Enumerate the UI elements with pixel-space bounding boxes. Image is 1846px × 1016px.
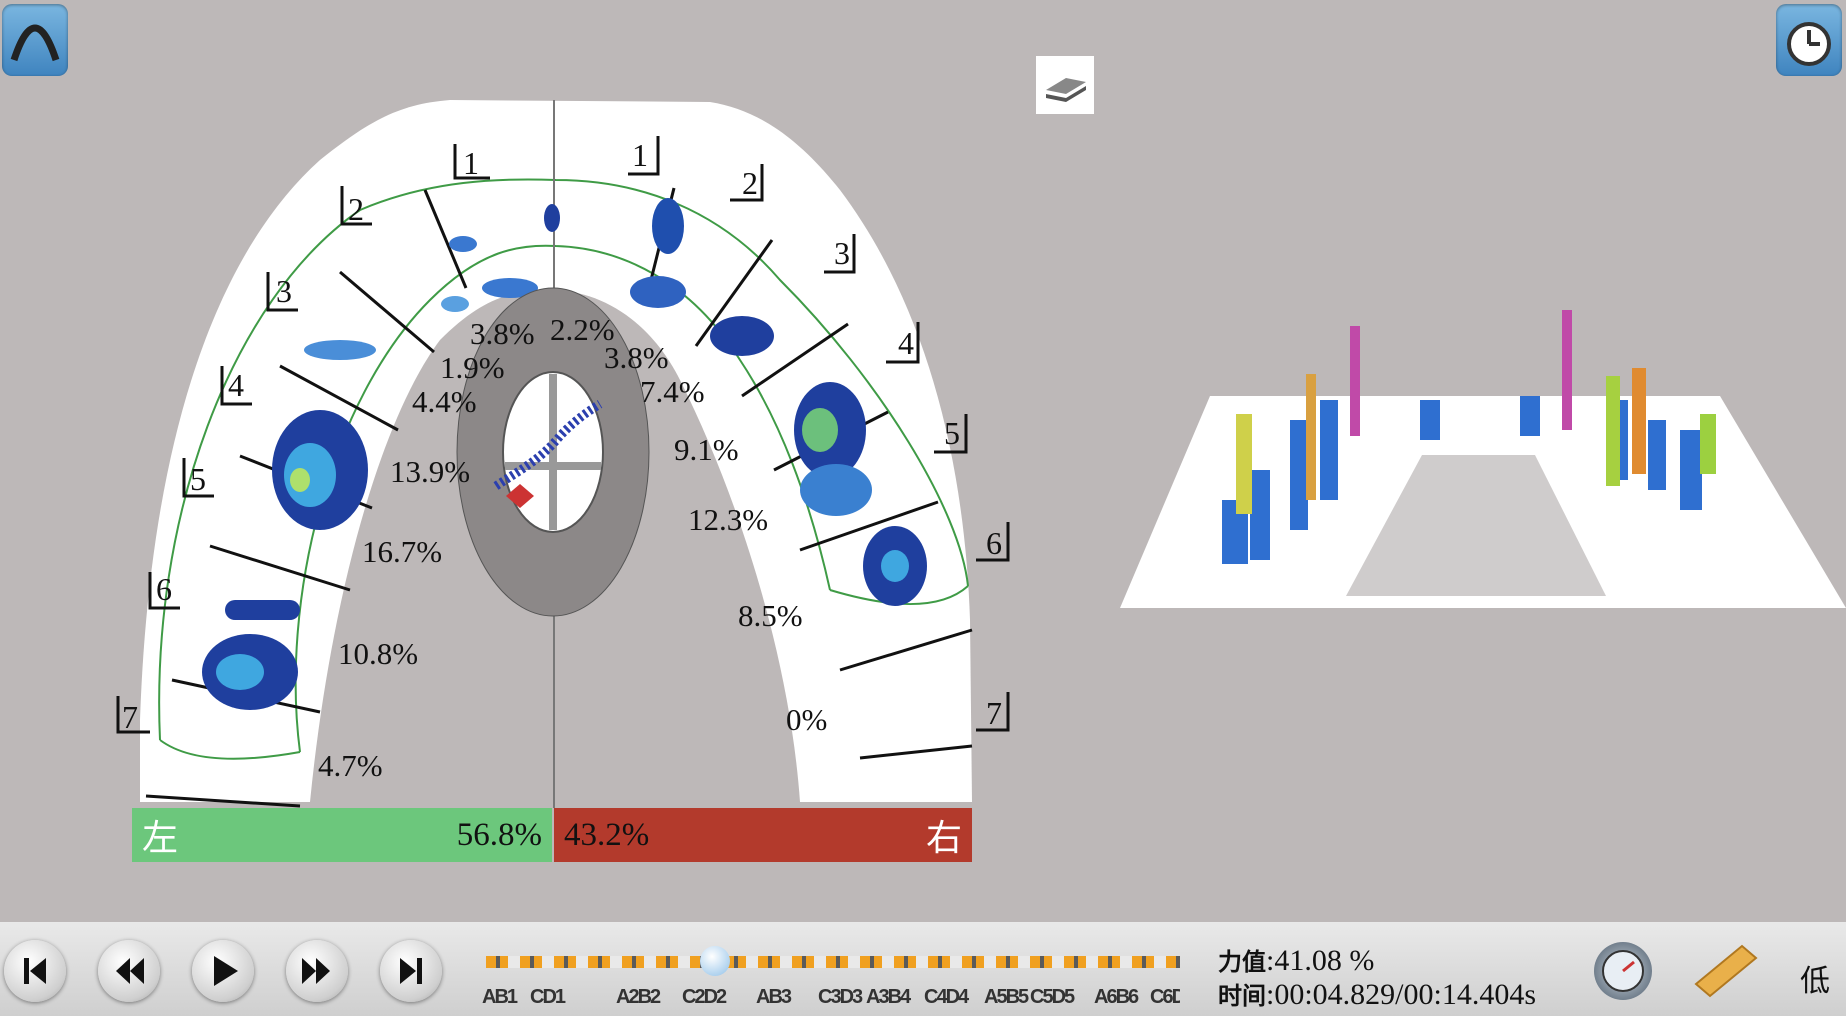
- timeline-label: A6B6: [1094, 986, 1139, 1008]
- force-value: :41.08 %: [1266, 944, 1375, 977]
- timeline-label: A2B2: [616, 986, 661, 1008]
- clock-icon: [1787, 22, 1831, 66]
- right-percent: 9.1%: [674, 432, 739, 467]
- skip-to-end-button[interactable]: [380, 940, 442, 1002]
- timeline-label: A3B4: [866, 986, 911, 1008]
- 3d-pressure-view: [1120, 310, 1846, 608]
- right-tooth-number: 1: [632, 137, 648, 173]
- right-percent: 2.2%: [550, 312, 615, 347]
- skip-back-icon: [24, 958, 46, 984]
- right-percent: 7.4%: [640, 374, 705, 409]
- occlusion-map: [140, 100, 1846, 808]
- rewind-button[interactable]: [98, 940, 160, 1002]
- left-percent: 13.9%: [390, 454, 470, 489]
- left-tooth-number: 5: [190, 461, 206, 497]
- timeline-label: AB1: [482, 986, 518, 1008]
- left-percent: 4.7%: [318, 748, 383, 783]
- timeline-label: C4D4: [924, 986, 969, 1008]
- timeline-track[interactable]: [486, 956, 1180, 968]
- left-tooth-number: 6: [156, 571, 172, 607]
- right-tooth-number: 4: [898, 325, 914, 361]
- left-label: 左: [142, 818, 179, 858]
- gauge-icon: [1602, 950, 1644, 992]
- right-percent: 3.8%: [604, 340, 669, 375]
- left-percent: 10.8%: [338, 636, 418, 671]
- force-label: 力值: [1218, 948, 1266, 976]
- time-label: 时间: [1218, 982, 1266, 1010]
- time-readout: 时间:00:04.829/00:14.404s: [1218, 976, 1536, 1012]
- gauge-button[interactable]: [1594, 942, 1652, 1000]
- timeline-label: C2D2: [682, 986, 727, 1008]
- left-percent: 4.4%: [412, 384, 477, 419]
- left-tooth-number: 4: [228, 367, 244, 403]
- center-of-force-marker: [506, 484, 534, 508]
- left-percent: 3.8%: [470, 316, 535, 351]
- timeline-scrubber[interactable]: [700, 946, 730, 976]
- right-tooth-number: 7: [986, 695, 1002, 731]
- left-percent: 1.9%: [440, 350, 505, 385]
- fast-forward-icon: [302, 958, 330, 984]
- left-percent: 16.7%: [362, 534, 442, 569]
- force-readout: 力值:41.08 %: [1218, 942, 1374, 978]
- play-button[interactable]: [192, 940, 254, 1002]
- skip-to-start-button[interactable]: [4, 940, 66, 1002]
- arch-icon: [10, 24, 60, 62]
- layers-icon: [1046, 78, 1086, 102]
- ruler-icon: [1694, 944, 1758, 998]
- rewind-icon: [116, 958, 144, 984]
- timeline-label: AB3: [756, 986, 792, 1008]
- right-percent: 12.3%: [688, 502, 768, 537]
- pressure-blobs: [202, 198, 927, 710]
- left-balance-bar: 左 56.8%: [132, 808, 552, 862]
- time-value: :00:04.829/00:14.404s: [1266, 978, 1537, 1011]
- sensitivity-label[interactable]: 低: [1800, 964, 1830, 999]
- right-percent: 0%: [786, 702, 827, 737]
- right-tooth-number: 3: [834, 235, 850, 271]
- timeline-label: C5D5: [1030, 986, 1075, 1008]
- left-tooth-number: 3: [276, 273, 292, 309]
- right-label: 右: [925, 818, 962, 858]
- left-tooth-number: 7: [122, 699, 138, 735]
- right-percent: 8.5%: [738, 598, 803, 633]
- left-tooth-number: 1: [463, 145, 479, 181]
- playback-toolbar: [0, 922, 1846, 1016]
- timeline-label: C3D3: [818, 986, 863, 1008]
- right-tooth-number: 5: [944, 415, 960, 451]
- left-tooth-number: 2: [348, 191, 364, 227]
- right-tooth-number: 6: [986, 525, 1002, 561]
- timeline-label: C6D6: [1150, 986, 1180, 1008]
- left-balance-value: 56.8%: [456, 816, 542, 853]
- play-icon: [214, 956, 238, 986]
- arch-view-button[interactable]: [2, 4, 68, 76]
- ruler-button[interactable]: [1690, 940, 1760, 1000]
- skip-forward-icon: [400, 958, 422, 984]
- fast-forward-button[interactable]: [286, 940, 348, 1002]
- right-balance-bar: 43.2% 右: [554, 808, 972, 862]
- timeline-label: CD1: [530, 986, 566, 1008]
- history-button[interactable]: [1776, 4, 1842, 76]
- right-balance-value: 43.2%: [564, 816, 650, 853]
- right-tooth-number: 2: [742, 165, 758, 201]
- timeline-label: A5B5: [984, 986, 1029, 1008]
- view-toggle-button[interactable]: [1036, 56, 1094, 114]
